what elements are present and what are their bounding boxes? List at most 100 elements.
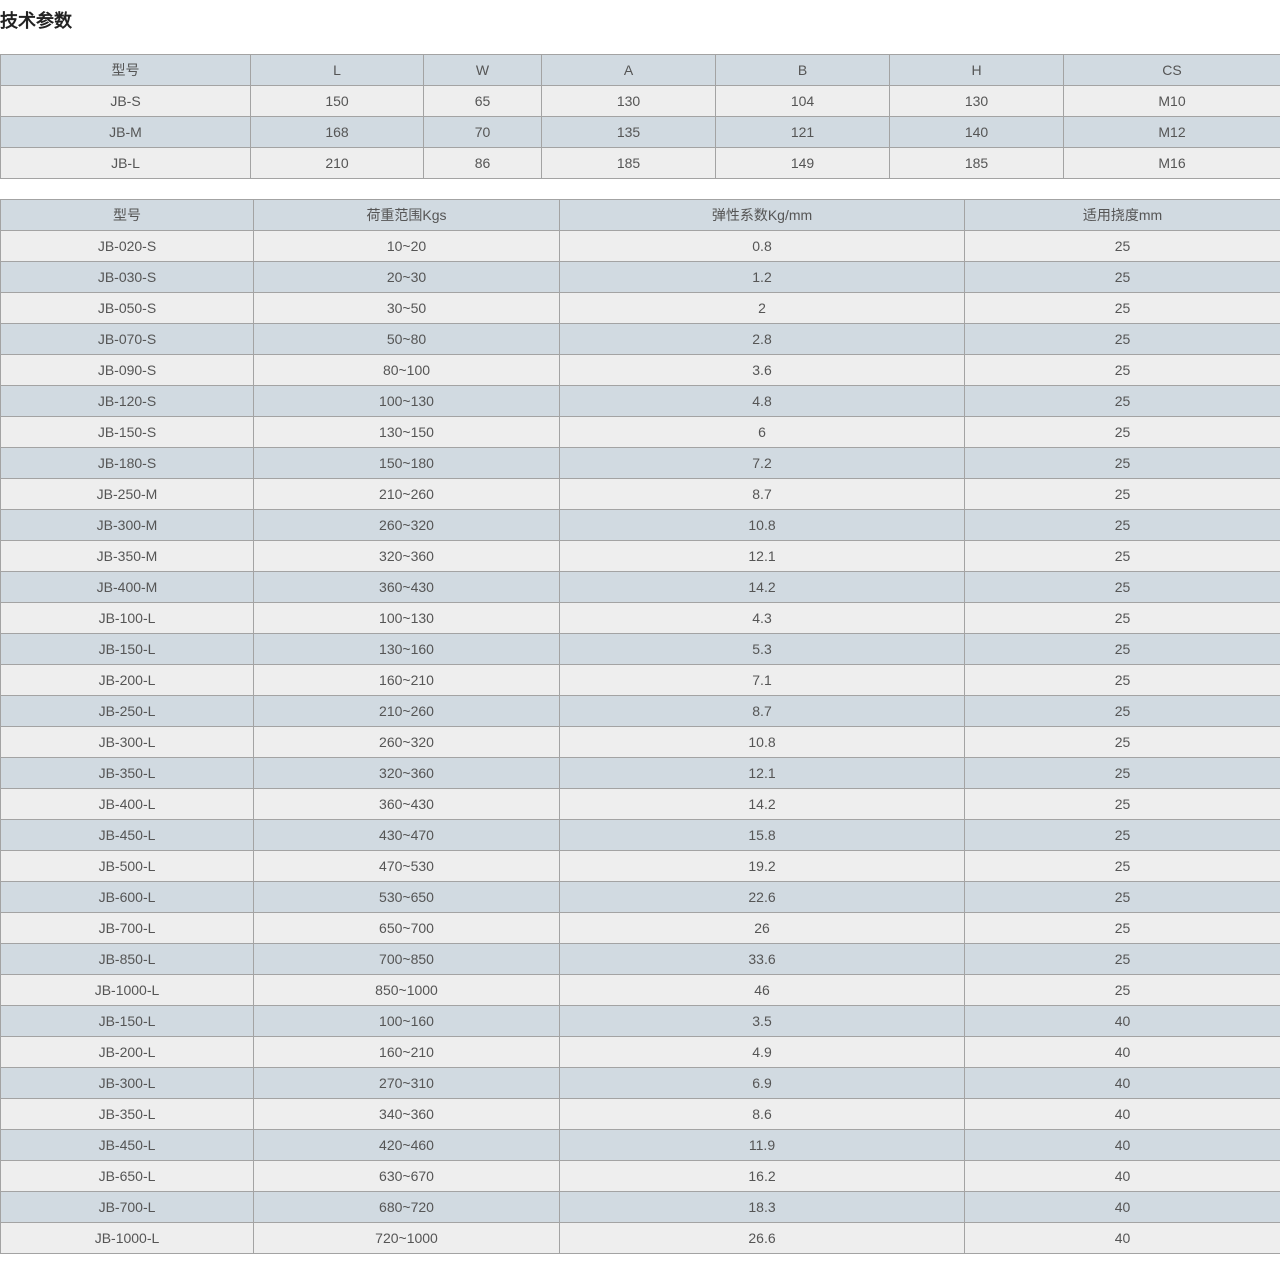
table-cell: 25 [964,757,1280,789]
table-cell: 25 [964,850,1280,882]
table-cell: 12.1 [559,757,965,789]
table-cell: 149 [715,147,890,179]
table-cell: JB-350-L [0,757,254,789]
table-cell: 10.8 [559,509,965,541]
table-cell: 20~30 [253,261,560,293]
table-cell: 3.6 [559,354,965,386]
table-cell: 25 [964,664,1280,696]
table-cell: 40 [964,1036,1280,1068]
table-cell: 130~150 [253,416,560,448]
table-cell: 70 [423,116,542,148]
table-cell: 185 [541,147,716,179]
table-cell: 185 [889,147,1064,179]
table-cell: 121 [715,116,890,148]
table-cell: JB-180-S [0,447,254,479]
table-cell: 8.7 [559,478,965,510]
table-cell: 104 [715,85,890,117]
table-cell: 10.8 [559,726,965,758]
table-cell: 25 [964,695,1280,727]
table-cell: 4.8 [559,385,965,417]
table-cell: 210~260 [253,695,560,727]
table-cell: 40 [964,1005,1280,1037]
table-cell: 25 [964,540,1280,572]
column-header: B [715,54,890,86]
table-row: JB-400-L 360~430 14.2 25 [0,788,1280,820]
table-cell: 40 [964,1129,1280,1161]
table-cell: 260~320 [253,726,560,758]
table-cell: 10~20 [253,230,560,262]
table-cell: 25 [964,819,1280,851]
table-cell: 5.3 [559,633,965,665]
table-cell: JB-050-S [0,292,254,324]
table-row: JB-250-M 210~260 8.7 25 [0,478,1280,510]
table-cell: 100~160 [253,1005,560,1037]
table-cell: JB-350-L [0,1098,254,1130]
table-row: JB-150-S 130~150 6 25 [0,416,1280,448]
table-cell: 6.9 [559,1067,965,1099]
table-cell: 680~720 [253,1191,560,1223]
table-row: JB-090-S 80~100 3.6 25 [0,354,1280,386]
column-header: 型号 [0,199,254,231]
table-row: JB-300-M 260~320 10.8 25 [0,509,1280,541]
table-cell: 25 [964,633,1280,665]
table-cell: 46 [559,974,965,1006]
table-cell: 430~470 [253,819,560,851]
table-cell: 140 [889,116,1064,148]
table-cell: 650~700 [253,912,560,944]
table-row: JB-100-L 100~130 4.3 25 [0,602,1280,634]
table-cell: JB-S [0,85,251,117]
table-cell: 4.9 [559,1036,965,1068]
table-row: JB-180-S 150~180 7.2 25 [0,447,1280,479]
table-cell: 33.6 [559,943,965,975]
table-cell: JB-1000-L [0,1222,254,1254]
table-cell: 65 [423,85,542,117]
table-row: JB-700-L 650~700 26 25 [0,912,1280,944]
column-header: CS [1063,54,1280,86]
header-row: 型号 荷重范围Kgs 弹性系数Kg/mm 适用挠度mm [0,199,1280,231]
table-cell: 320~360 [253,757,560,789]
table-cell: 8.6 [559,1098,965,1130]
table-cell: 470~530 [253,850,560,882]
table-cell: JB-500-L [0,850,254,882]
table-cell: JB-450-L [0,819,254,851]
table-row: JB-120-S 100~130 4.8 25 [0,385,1280,417]
column-header: 型号 [0,54,251,86]
table-cell: 168 [250,116,424,148]
section-title: 技术参数 [0,11,72,32]
table-row: JB-020-S 10~20 0.8 25 [0,230,1280,262]
table-cell: 40 [964,1222,1280,1254]
table-cell: 25 [964,447,1280,479]
table-row: JB-030-S 20~30 1.2 25 [0,261,1280,293]
table-row: JB-500-L 470~530 19.2 25 [0,850,1280,882]
table-row: JB-200-L 160~210 7.1 25 [0,664,1280,696]
table-cell: 340~360 [253,1098,560,1130]
table-cell: JB-M [0,116,251,148]
table-cell: 630~670 [253,1160,560,1192]
table-cell: 530~650 [253,881,560,913]
column-header: L [250,54,424,86]
table-row: JB-M 168 70 135 121 140 M12 [0,116,1280,148]
table-cell: 2 [559,292,965,324]
table-cell: 25 [964,974,1280,1006]
table-row: JB-1000-L 720~1000 26.6 40 [0,1222,1280,1254]
column-header: A [541,54,716,86]
table-cell: JB-150-S [0,416,254,448]
table-cell: JB-120-S [0,385,254,417]
table-cell: 25 [964,912,1280,944]
table-cell: 25 [964,230,1280,262]
table-cell: 100~130 [253,385,560,417]
table-cell: JB-300-L [0,726,254,758]
table-cell: 210 [250,147,424,179]
table-cell: JB-200-L [0,664,254,696]
table-cell: 19.2 [559,850,965,882]
table-cell: 25 [964,726,1280,758]
table-cell: 25 [964,602,1280,634]
table-cell: 25 [964,571,1280,603]
table-cell: JB-070-S [0,323,254,355]
column-header: 弹性系数Kg/mm [559,199,965,231]
table-cell: 11.9 [559,1129,965,1161]
table-cell: 25 [964,416,1280,448]
table-row: JB-1000-L 850~1000 46 25 [0,974,1280,1006]
table-row: JB-050-S 30~50 2 25 [0,292,1280,324]
table-cell: 130~160 [253,633,560,665]
